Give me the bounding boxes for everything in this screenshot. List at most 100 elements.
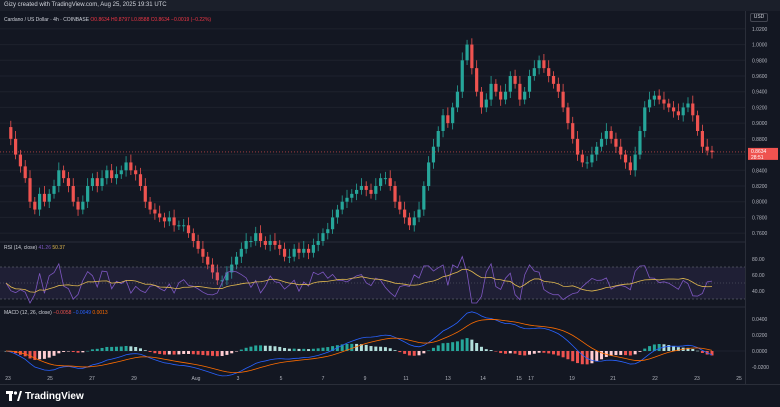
price-axis[interactable]: 1.0200 1.0000 0.9800 0.9600 0.9400 0.9200 0.90… [745,11,780,384]
time-tick-label: 27 [89,376,95,382]
candle-body [158,213,162,218]
price-tick-label: 1.0200 [752,27,768,33]
candle-body [604,131,608,139]
candle-body [527,76,532,92]
macd-tick-label: 0.0200 [752,333,768,339]
candle-body [254,233,258,241]
candle-body [42,193,47,202]
currency-button[interactable]: USD [750,13,768,22]
macd-histogram-bar [619,351,623,355]
candle-body [561,91,565,108]
macd-histogram-bar [412,351,416,356]
time-tick-label: 23 [5,376,11,382]
current-price-label: 0.8634 [751,149,767,155]
macd-histogram-bar [302,348,306,351]
macd-histogram-bar [249,346,253,351]
candle-body [671,107,676,112]
rsi-value: 41.26 [38,245,51,251]
candle-body [379,178,383,186]
macd-histogram-bar [340,344,344,351]
candle-body [206,256,210,265]
chart-area[interactable]: 23 25 27 29 Aug 3 5 7 9 11 13 14 15 17 19 21 22 23 25 [0,11,745,384]
candle-body [412,217,416,226]
time-tick-label: 11 [403,376,408,382]
macd-histogram-bar [167,351,171,355]
candle-body [705,146,709,151]
macd-histogram-bar [230,351,234,354]
price-tick-label: 0.9000 [752,121,768,127]
candle-body [134,170,138,175]
macd-histogram-bar [321,347,325,351]
macd-histogram-bar [350,343,354,351]
macd-histogram-bar [484,349,488,351]
candle-body [119,170,123,175]
macd-histogram-bar [369,346,373,351]
candle-body [311,244,315,253]
macd-histogram-bar [470,339,474,351]
macd-histogram-bar [566,351,570,360]
candle-body [215,272,219,281]
macd-histogram-bar [446,342,450,351]
macd-histogram-bar [244,347,248,351]
macd-histogram-bar [638,351,642,352]
macd-histogram-bar [172,351,176,355]
macd-histogram-bar [206,351,210,356]
rsi-ma-value: 50.37 [52,245,65,251]
macd-histogram-bar [547,351,551,354]
price-chart[interactable]: 23 25 27 29 Aug 3 5 7 9 11 13 14 15 17 19 21 22 23 25 [0,11,745,384]
candle-body [551,76,556,84]
macd-histogram-bar [278,346,282,351]
macd-histogram-bar [28,351,32,359]
macd-histogram-bar [417,351,421,356]
macd-histogram-bar [561,351,565,358]
macd-line [5,311,713,377]
macd-histogram-bar [134,347,138,351]
candle-body [196,241,200,249]
time-tick-label: 21 [610,376,616,382]
macd-histogram-bar [388,348,392,351]
candle-body [566,107,570,124]
candle-body [321,233,325,241]
macd-histogram-bar [220,351,224,356]
candle-body [374,186,378,194]
brand-name: TradingView [25,390,84,402]
macd-histogram-bar [609,351,613,356]
time-tick-label: 9 [364,376,367,382]
macd-histogram-bar [38,351,42,360]
candle-body [436,131,440,147]
candle-body [403,209,407,218]
time-tick-label: 3 [237,376,240,382]
candle-body [422,186,426,210]
candle-body [52,186,56,194]
macd-histogram-bar [489,350,493,351]
tradingview-logo[interactable]: TradingView [6,390,84,402]
price-tick-label: 0.7600 [752,231,768,237]
macd-histogram-bar [47,351,51,358]
rsi-tick-label: 60.00 [752,273,765,279]
macd-histogram-bar [191,351,195,355]
macd-histogram-bar [316,348,320,351]
candle-body [518,83,522,100]
candle-body [691,103,695,116]
macd-histogram-bar [263,345,267,351]
rsi-tick-label: 40.00 [752,289,765,295]
candle-body [153,209,157,214]
time-tick-label: 14 [480,376,486,382]
candle-body [210,264,215,273]
macd-histogram-bar [259,345,263,351]
macd-histogram-bar [311,348,315,351]
candle-body [657,95,661,100]
macd-histogram-bar [532,351,536,354]
macd-histogram-bar [475,342,479,351]
macd-histogram-bar [66,351,70,352]
candle-body [547,68,551,76]
macd-histogram-bar [297,348,301,351]
candle-body [614,138,618,147]
candle-body [700,131,704,147]
chart-header: Gizy created with TradingView.com, Aug 2… [0,0,780,11]
candle-body [575,138,580,155]
candle-body [81,201,85,210]
candle-body [38,193,42,210]
candle-body [667,103,671,108]
macd-histogram-bar [465,338,469,351]
